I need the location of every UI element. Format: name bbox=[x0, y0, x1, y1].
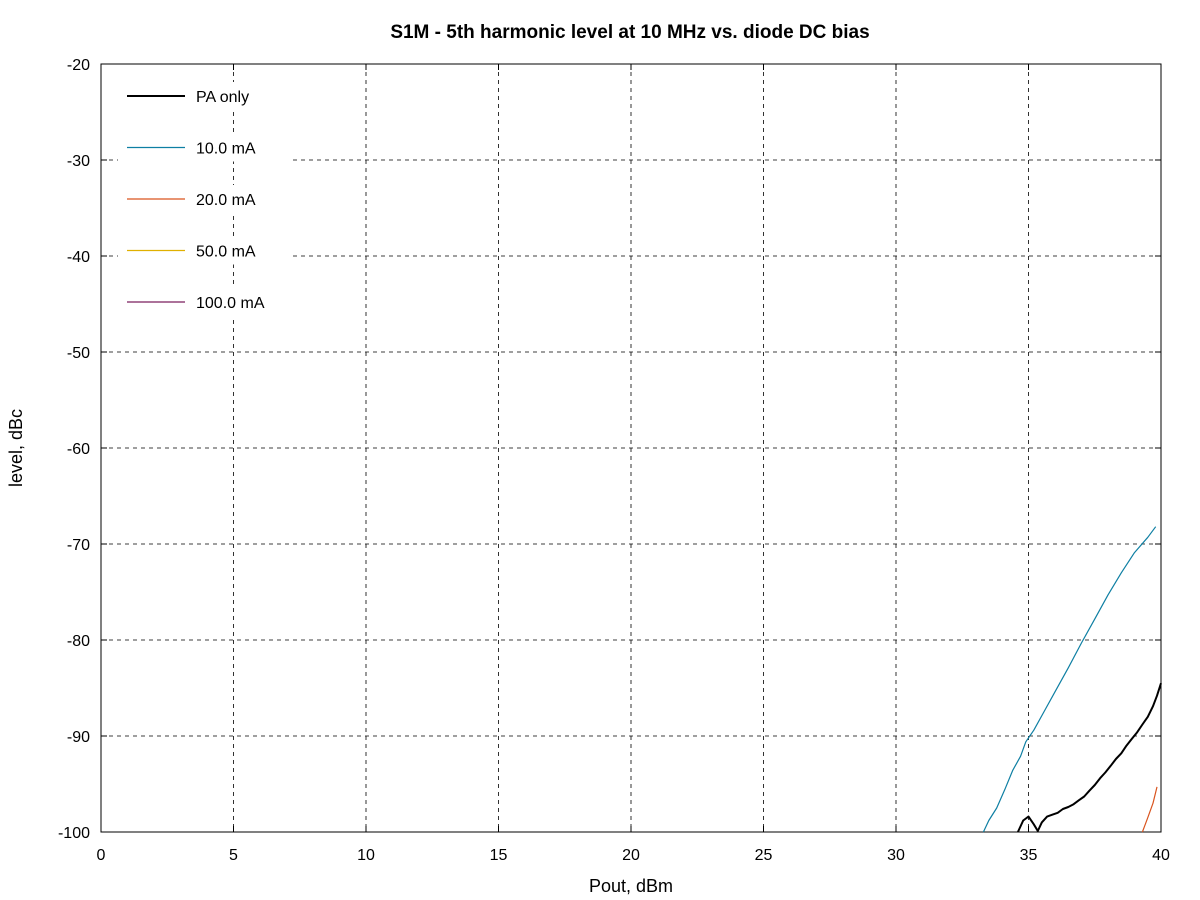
y-tick-label: -60 bbox=[67, 441, 90, 458]
chart-title: S1M - 5th harmonic level at 10 MHz vs. d… bbox=[390, 22, 869, 43]
x-tick-label: 40 bbox=[1152, 847, 1170, 864]
series-line-1 bbox=[982, 526, 1157, 833]
x-tick-label: 10 bbox=[357, 847, 375, 864]
legend: PA only 10.0 mA 20.0 mA 50.0 mA 100.0 mA bbox=[118, 82, 293, 316]
y-tick-label: -100 bbox=[58, 825, 90, 842]
series-line-0 bbox=[1016, 682, 1162, 833]
legend-label: PA only bbox=[196, 89, 249, 106]
y-tick-label: -40 bbox=[67, 249, 90, 266]
grid bbox=[101, 64, 1161, 832]
x-tick-label: 35 bbox=[1020, 847, 1038, 864]
y-tick-label: -70 bbox=[67, 537, 90, 554]
y-tick-label: -20 bbox=[67, 57, 90, 74]
y-axis-label: level, dBc bbox=[6, 409, 26, 487]
y-tick-label: -80 bbox=[67, 633, 90, 650]
x-tick-label: 0 bbox=[97, 847, 106, 864]
x-axis-label: Pout, dBm bbox=[589, 876, 673, 896]
legend-label: 50.0 mA bbox=[196, 244, 256, 261]
x-tick-label: 5 bbox=[229, 847, 238, 864]
legend-label: 10.0 mA bbox=[196, 141, 256, 158]
legend-label: 20.0 mA bbox=[196, 192, 256, 209]
y-tick-label: -30 bbox=[67, 153, 90, 170]
axis-ticks: 0 5 10 15 20 25 30 35 40 -20 -30 -40 -50 -60 -70 -80 -90… bbox=[58, 57, 1170, 864]
y-tick-label: -50 bbox=[67, 345, 90, 362]
x-tick-label: 15 bbox=[490, 847, 508, 864]
x-tick-label: 30 bbox=[887, 847, 905, 864]
legend-label: 100.0 mA bbox=[196, 295, 265, 312]
x-tick-label: 20 bbox=[622, 847, 640, 864]
x-tick-label: 25 bbox=[755, 847, 773, 864]
series-layer bbox=[982, 526, 1162, 833]
series-line-2 bbox=[1141, 786, 1158, 833]
y-tick-label: -90 bbox=[67, 729, 90, 746]
